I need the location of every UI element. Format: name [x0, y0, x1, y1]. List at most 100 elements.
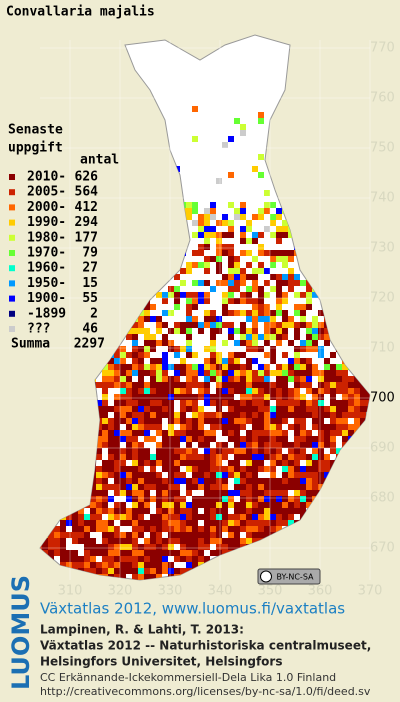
grid-cell	[144, 526, 150, 532]
legend-swatch	[9, 204, 15, 211]
grid-cell	[42, 544, 48, 550]
grid-cell	[270, 358, 276, 364]
grid-cell	[132, 394, 138, 400]
grid-cell	[96, 478, 102, 484]
grid-cell	[150, 346, 156, 352]
grid-cell	[162, 340, 168, 346]
grid-cell	[144, 574, 150, 580]
grid-cell	[150, 454, 156, 460]
grid-cell	[294, 328, 300, 334]
grid-cell	[168, 532, 174, 538]
grid-cell	[216, 502, 222, 508]
grid-cell	[246, 484, 252, 490]
grid-cell	[168, 520, 174, 526]
grid-cell	[162, 538, 168, 544]
grid-cell	[150, 484, 156, 490]
grid-cell	[342, 406, 348, 412]
grid-cell	[204, 490, 210, 496]
grid-cell	[222, 514, 228, 520]
grid-cell	[204, 478, 210, 484]
grid-cell	[90, 496, 96, 502]
grid-cell	[204, 262, 210, 268]
grid-cell	[96, 484, 102, 490]
grid-cell	[204, 448, 210, 454]
grid-cell	[72, 520, 78, 526]
grid-cell	[258, 208, 264, 214]
grid-cell	[192, 400, 198, 406]
grid-cell	[246, 400, 252, 406]
grid-cell	[252, 322, 258, 328]
grid-cell	[132, 370, 138, 376]
badge-box	[257, 568, 321, 585]
grid-cell	[192, 304, 198, 310]
grid-cell	[126, 496, 132, 502]
grid-cell	[120, 358, 126, 364]
grid-cell	[168, 484, 174, 490]
grid-cell	[186, 334, 192, 340]
legend-label: 2000-	[27, 200, 66, 215]
grid-cell	[252, 268, 258, 274]
grid-cell	[258, 436, 264, 442]
grid-cell	[198, 466, 204, 472]
grid-cell	[96, 430, 102, 436]
grid-cell	[222, 304, 228, 310]
grid-cell	[228, 406, 234, 412]
grid-cell	[258, 424, 264, 430]
grid-cell	[282, 388, 288, 394]
grid-cell	[132, 388, 138, 394]
grid-cell	[198, 412, 204, 418]
grid-cell	[282, 328, 288, 334]
grid-cell	[312, 346, 318, 352]
y-tick-label: 750	[370, 141, 395, 156]
grid-cell	[234, 520, 240, 526]
grid-cell	[180, 382, 186, 388]
legend-heading: uppgift	[8, 141, 63, 156]
grid-cell	[120, 538, 126, 544]
grid-cell	[102, 502, 108, 508]
grid-cell	[360, 406, 366, 412]
grid-cell	[66, 562, 72, 568]
grid-cell	[210, 286, 216, 292]
grid-cell	[120, 388, 126, 394]
grid-cell	[294, 304, 300, 310]
license-url[interactable]: http://creativecommons.org/licenses/by-n…	[40, 685, 371, 698]
grid-cell	[192, 322, 198, 328]
grid-cell	[138, 418, 144, 424]
grid-cell	[234, 388, 240, 394]
grid-cell	[138, 388, 144, 394]
grid-cell	[192, 466, 198, 472]
grid-cell	[198, 382, 204, 388]
grid-cell	[228, 244, 234, 250]
grid-cell	[180, 538, 186, 544]
grid-cell	[264, 202, 270, 208]
grid-cell	[150, 460, 156, 466]
grid-cell	[120, 568, 126, 574]
grid-cell	[246, 454, 252, 460]
grid-cell	[180, 328, 186, 334]
grid-cell	[252, 460, 258, 466]
grid-cell	[132, 364, 138, 370]
grid-cell	[246, 412, 252, 418]
grid-cell	[282, 310, 288, 316]
citation-line: Helsingfors Universitet, Helsingfors	[40, 655, 282, 669]
grid-cell	[120, 352, 126, 358]
grid-cell	[120, 382, 126, 388]
grid-cell	[204, 358, 210, 364]
grid-cell	[216, 370, 222, 376]
grid-cell	[132, 502, 138, 508]
grid-cell	[240, 490, 246, 496]
grid-cell	[264, 310, 270, 316]
atlas-link[interactable]: Växtatlas 2012, www.luomus.fi/vaxtatlas	[40, 600, 345, 618]
grid-cell	[108, 544, 114, 550]
grid-cell	[132, 556, 138, 562]
grid-cell	[294, 352, 300, 358]
grid-cell	[264, 430, 270, 436]
grid-cell	[114, 412, 120, 418]
grid-cell	[138, 382, 144, 388]
grid-cell	[204, 418, 210, 424]
grid-cell	[306, 358, 312, 364]
grid-cell	[264, 478, 270, 484]
x-tick-label: 350	[258, 584, 283, 599]
grid-cell	[228, 520, 234, 526]
y-tick-label: 740	[370, 191, 395, 206]
